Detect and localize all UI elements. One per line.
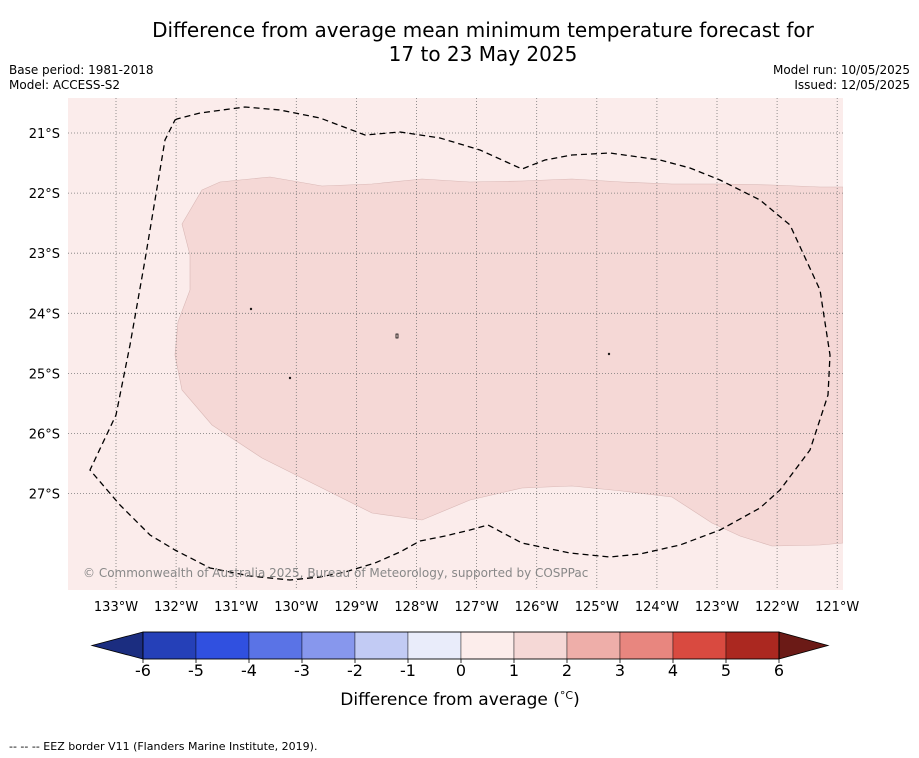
latitude-label: 27°S [29, 488, 60, 503]
longitude-label: 127°W [455, 600, 499, 615]
latitude-label: 23°S [29, 247, 60, 262]
meta-right: Model run: 10/05/2025 Issued: 12/05/2025 [773, 63, 910, 93]
colorbar-extend-high [778, 631, 830, 660]
footnote: -- -- -- EEZ border V11 (Flanders Marine… [9, 740, 318, 753]
colorbar-tick-label: 5 [721, 661, 731, 680]
colorbar-tick-label: -3 [294, 661, 310, 680]
colorbar-tick-label: 2 [562, 661, 572, 680]
colorbar-tick-label: -1 [400, 661, 416, 680]
colorbar-segment [460, 631, 515, 660]
colorbar-tick-label: 3 [615, 661, 625, 680]
colorbar [90, 631, 830, 660]
longitude-label: 123°W [695, 600, 739, 615]
copyright-text: © Commonwealth of Australia 2025, Bureau… [83, 566, 588, 580]
colorbar-tick-label: -2 [347, 661, 363, 680]
colorbar-segment [566, 631, 621, 660]
colorbar-segment [195, 631, 250, 660]
colorbar-segment [725, 631, 780, 660]
anomaly-region-1-to-2 [174, 176, 843, 547]
longitude-label: 132°W [154, 600, 198, 615]
meta-left: Base period: 1981-2018 Model: ACCESS-S2 [9, 63, 154, 93]
title-line-2: 17 to 23 May 2025 [388, 42, 578, 66]
issued-date: Issued: 12/05/2025 [794, 78, 910, 92]
eez-border [89, 106, 831, 581]
colorbar-segment [142, 631, 197, 660]
colorbar-segment [301, 631, 356, 660]
latitude-labels: 21°S 22°S 23°S 24°S 25°S 26°S 27°S [29, 127, 60, 503]
base-period: Base period: 1981-2018 [9, 63, 154, 77]
island-marker [249, 307, 253, 311]
colorbar-tick-labels: -6 -5 -4 -3 -2 -1 0 1 2 3 4 5 6 [135, 659, 784, 680]
colorbar-segment [407, 631, 462, 660]
longitude-label: 126°W [515, 600, 559, 615]
model-run: Model run: 10/05/2025 [772, 63, 910, 77]
longitude-labels: 133°W 132°W 131°W 130°W 129°W 128°W 127°W 126°W… [94, 600, 860, 615]
colorbar-tick-label: 0 [456, 661, 466, 680]
latitude-label: 21°S [29, 127, 60, 142]
longitude-label: 122°W [755, 600, 799, 615]
latitude-label: 26°S [29, 428, 60, 443]
island-marker [288, 376, 292, 380]
colorbar-tick-label: 1 [509, 661, 519, 680]
colorbar-segment [354, 631, 409, 660]
colorbar-segment [672, 631, 727, 660]
longitude-label: 128°W [394, 600, 438, 615]
colorbar-segment [513, 631, 568, 660]
island-marker [395, 333, 399, 339]
islands [249, 307, 611, 380]
longitude-label: 121°W [815, 600, 859, 615]
colorbar-extend-low [90, 631, 144, 660]
longitude-label: 124°W [635, 600, 679, 615]
chart-title: Difference from average mean minimum tem… [0, 18, 919, 66]
colorbar-tick-label: -4 [241, 661, 257, 680]
colorbar-tick-label: -5 [188, 661, 204, 680]
longitude-label: 129°W [334, 600, 378, 615]
title-line-1: Difference from average mean minimum tem… [152, 18, 814, 42]
colorbar-segment [248, 631, 303, 660]
graticule [68, 98, 843, 590]
model-name: Model: ACCESS-S2 [9, 78, 121, 92]
latitude-label: 25°S [29, 367, 60, 382]
latitude-label: 22°S [29, 187, 60, 202]
longitude-label: 125°W [575, 600, 619, 615]
longitude-label: 133°W [94, 600, 138, 615]
longitude-label: 131°W [214, 600, 258, 615]
island-marker [607, 352, 611, 356]
longitude-label: 130°W [274, 600, 318, 615]
latitude-label: 24°S [29, 307, 60, 322]
colorbar-label: Difference from average (°C) [340, 689, 579, 710]
colorbar-tick-label: 6 [774, 661, 784, 680]
colorbar-tick-label: 4 [668, 661, 678, 680]
colorbar-segment [619, 631, 674, 660]
colorbar-tick-label: -6 [135, 661, 151, 680]
